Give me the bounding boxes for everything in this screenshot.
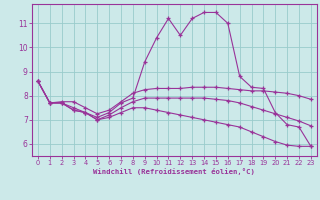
X-axis label: Windchill (Refroidissement éolien,°C): Windchill (Refroidissement éolien,°C)	[93, 168, 255, 175]
